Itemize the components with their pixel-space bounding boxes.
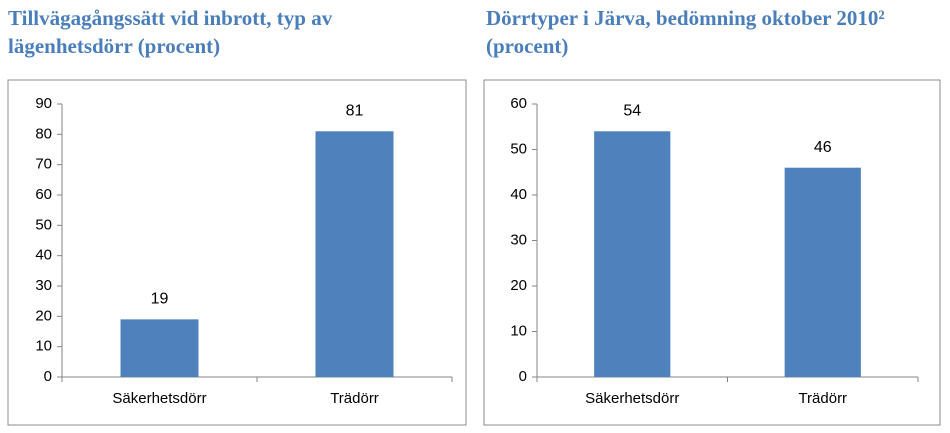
x-tick-label: Trädörr [798,390,847,407]
y-tick-label: 20 [35,307,52,324]
bar [315,131,394,377]
y-tick-label: 10 [510,322,527,339]
chart-title: Dörrtyper i Järva, bedömning oktober 201… [486,6,885,58]
y-tick-label: 70 [35,156,52,173]
y-tick-label: 20 [510,277,527,294]
bar [594,131,671,377]
y-tick-label: 40 [510,186,527,203]
y-tick-label: 50 [510,140,527,157]
y-tick-label: 90 [35,95,52,112]
data-label: 46 [814,139,832,156]
y-tick-label: 0 [44,368,52,385]
chart-frame [7,79,467,426]
data-label: 19 [151,291,169,308]
y-tick-label: 30 [510,231,527,248]
y-tick-label: 10 [35,338,52,355]
y-tick-label: 40 [35,247,52,264]
y-tick-label: 50 [35,216,52,233]
x-tick-label: Säkerhetsdörr [585,390,679,407]
bar [120,319,199,377]
chart-title: Tillvägagångssätt vid inbrott, typ av lä… [8,6,333,58]
x-tick-label: Säkerhetsdörr [112,390,206,407]
data-label: 54 [623,103,641,120]
y-tick-label: 60 [510,95,527,112]
y-tick-label: 80 [35,125,52,142]
bar [784,167,861,377]
data-label: 81 [346,103,364,120]
y-tick-label: 0 [519,368,527,385]
chart-frame [483,79,941,426]
y-tick-label: 60 [35,186,52,203]
x-tick-label: Trädörr [330,390,379,407]
y-tick-label: 30 [35,277,52,294]
